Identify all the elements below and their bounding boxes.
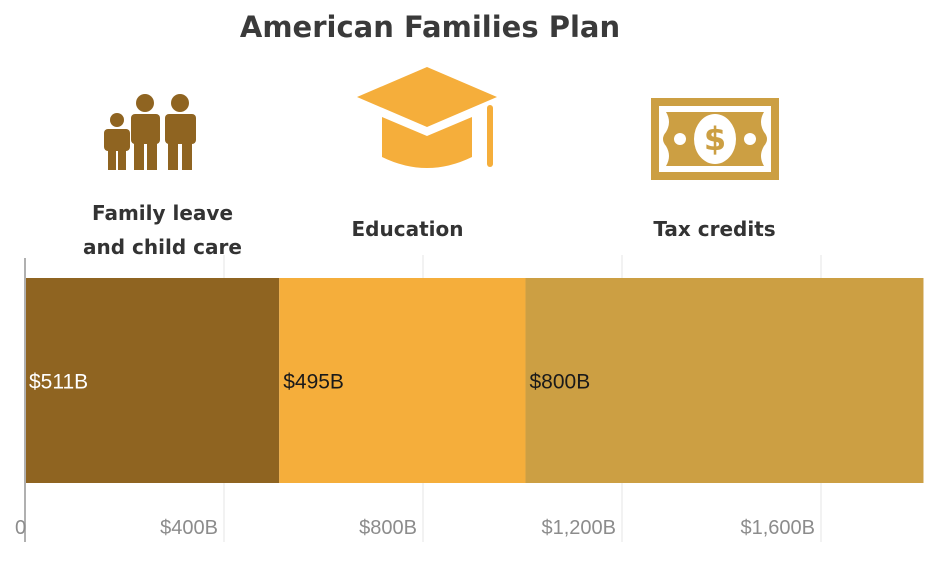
tick-label-1200: $1,200B: [541, 517, 616, 539]
category-label-family-line: Family leave: [91, 201, 234, 225]
graduation-cap-icon: [357, 67, 497, 168]
dollar-bill-icon: $: [651, 98, 779, 180]
tick-label-800: $800B: [359, 517, 417, 539]
tick-label-0: 0: [15, 517, 26, 539]
tick-label-400: $400B: [160, 517, 218, 539]
bar-segment-1: [279, 278, 526, 483]
chart-title: American Families Plan: [239, 10, 621, 44]
tick-label-1600: $1,600B: [740, 517, 815, 539]
category-label-family-line-2: and child care: [83, 235, 242, 259]
data-label-2: $800B: [529, 371, 590, 394]
category-label-education: Education: [351, 217, 464, 241]
bar-segment-2: [525, 278, 924, 483]
category-label-tax: Tax credits: [653, 217, 776, 241]
family-icon: [104, 94, 196, 170]
category-label-family: Family leave and child care: [55, 196, 270, 264]
bar-segment-0: [25, 278, 280, 483]
svg-text:$: $: [704, 120, 726, 158]
data-label-0: $511B: [29, 371, 88, 394]
data-label-1: $495B: [283, 371, 344, 394]
